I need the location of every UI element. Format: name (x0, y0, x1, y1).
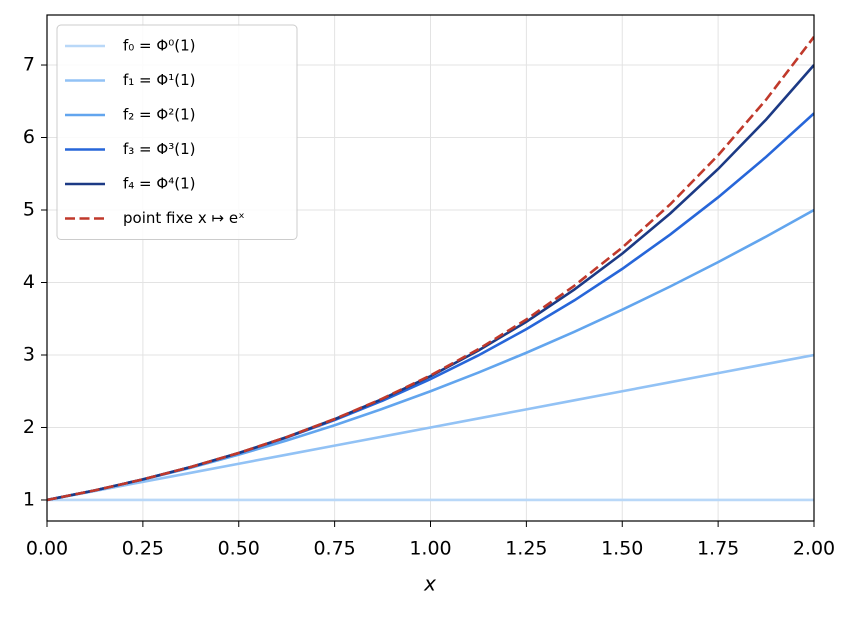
x-tick-label: 0.50 (218, 538, 260, 560)
x-axis-label: x (423, 572, 436, 596)
y-tick-label: 2 (23, 416, 35, 438)
x-tick-label: 1.25 (505, 538, 547, 560)
y-tick-label: 5 (23, 199, 35, 221)
series-line (47, 353, 814, 502)
legend-label: f₄ = Φ⁴(1) (123, 175, 195, 193)
legend-box (56, 24, 298, 240)
x-tick-label: 0.25 (122, 538, 164, 560)
x-tick-label: 1.75 (697, 538, 739, 560)
y-tick-label: 4 (23, 271, 35, 293)
y-tick-label: 1 (23, 488, 35, 510)
series-line (47, 36, 814, 502)
x-tick-label: 1.00 (409, 538, 451, 560)
legend-label: point fixe x ↦ eˣ (123, 209, 245, 227)
legend-label: f₁ = Φ¹(1) (123, 71, 195, 89)
legend-label: f₂ = Φ²(1) (123, 106, 195, 124)
y-tick-label: 3 (23, 343, 35, 365)
x-tick-label: 1.50 (601, 538, 643, 560)
y-tick-label: 6 (23, 126, 35, 148)
x-tick-label: 0.75 (313, 538, 355, 560)
y-tick-label: 7 (23, 54, 35, 76)
legend-label: f₃ = Φ³(1) (123, 140, 195, 158)
legend-label: f₀ = Φ⁰(1) (123, 37, 195, 55)
x-tick-label: 0.00 (26, 538, 68, 560)
plot-frame (46, 14, 815, 522)
x-tick-label: 2.00 (793, 538, 835, 560)
